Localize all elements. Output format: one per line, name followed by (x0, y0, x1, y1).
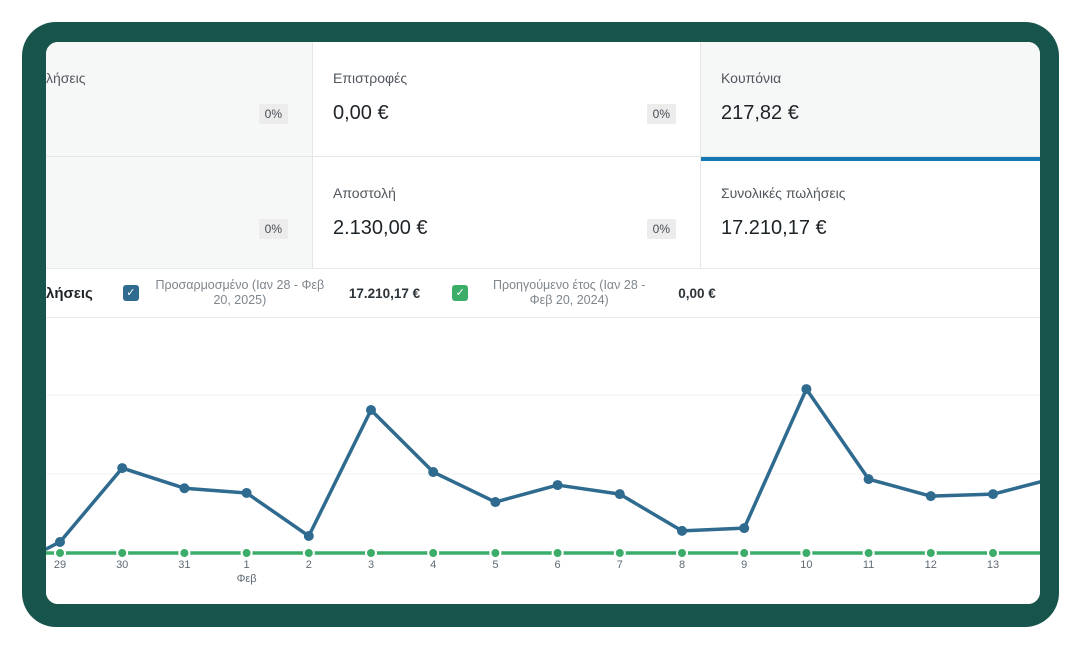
svg-text:6: 6 (555, 559, 561, 571)
summary-card-coupons[interactable]: Κουπόνια 217,82 € (701, 42, 1040, 157)
card-value: 217,82 € (721, 102, 799, 124)
card-label: Επιστροφές (333, 70, 408, 86)
delta-badge: 0% (258, 104, 288, 124)
card-value: 0,00 € (333, 102, 389, 124)
svg-text:5: 5 (492, 559, 498, 571)
svg-text:1: 1 (244, 559, 250, 571)
legend-label: Προηγούμενο έτος (Ιαν 28 - Φεβ 20, 2024) (492, 278, 646, 307)
chart-title: λήσεις (46, 284, 93, 302)
legend-checkbox-previous[interactable]: ✓ (452, 285, 469, 301)
summary-cards-grid: λήσεις 0% Επιστροφές 0,00 € 0% Κουπόνια … (46, 42, 1040, 269)
legend-value: 0,00 € (678, 285, 716, 301)
card-value: 2.130,00 € (333, 217, 428, 239)
svg-text:31: 31 (178, 559, 190, 571)
delta-badge: 0% (646, 104, 676, 124)
card-label: Συνολικές πωλήσεις (721, 185, 846, 201)
svg-text:8: 8 (679, 559, 685, 571)
check-icon: ✓ (126, 286, 136, 299)
summary-card-clipped[interactable]: 0% (46, 157, 313, 269)
svg-text:10: 10 (800, 559, 812, 571)
svg-text:9: 9 (741, 559, 747, 571)
svg-text:11: 11 (863, 559, 874, 571)
summary-card-returns[interactable]: Επιστροφές 0,00 € 0% (313, 42, 701, 157)
card-label: Κουπόνια (721, 70, 782, 86)
legend-value: 17.210,17 € (348, 285, 421, 301)
legend-label: Προσαρμοσμένο (Ιαν 28 - Φεβ 20, 2025) (155, 278, 325, 307)
legend-item-previous-year[interactable]: ✓ Προηγούμενο έτος (Ιαν 28 - Φεβ 20, 202… (452, 278, 716, 308)
chart-legend: λήσεις ✓ Προσαρμοσμένο (Ιαν 28 - Φεβ 20,… (46, 269, 1040, 318)
sales-line-chart[interactable]: 29 30 31 1 2 3 4 5 6 7 8 9 10 11 12 13 Φεβ (46, 318, 1040, 604)
summary-card-sales[interactable]: λήσεις 0% (46, 42, 313, 157)
delta-badge: 0% (258, 219, 288, 239)
card-value: 17.210,17 € (721, 217, 827, 239)
delta-badge: 0% (646, 219, 676, 239)
summary-card-shipping[interactable]: Αποστολή 2.130,00 € 0% (313, 157, 701, 269)
svg-text:29: 29 (54, 559, 66, 571)
svg-text:30: 30 (116, 559, 128, 571)
svg-text:2: 2 (306, 559, 312, 571)
check-icon: ✓ (455, 286, 465, 299)
analytics-dashboard-panel: λήσεις 0% Επιστροφές 0,00 € 0% Κουπόνια … (46, 42, 1040, 604)
svg-text:13: 13 (987, 559, 999, 571)
card-label: Αποστολή (333, 185, 396, 201)
window-frame: λήσεις 0% Επιστροφές 0,00 € 0% Κουπόνια … (22, 22, 1059, 627)
svg-text:12: 12 (925, 559, 937, 571)
svg-text:7: 7 (617, 559, 623, 571)
svg-text:4: 4 (430, 559, 436, 571)
svg-text:3: 3 (368, 559, 374, 571)
svg-text:Φεβ: Φεβ (237, 573, 257, 585)
card-label: λήσεις (46, 70, 86, 86)
summary-card-total-sales[interactable]: Συνολικές πωλήσεις 17.210,17 € (701, 157, 1040, 269)
legend-item-current-period[interactable]: ✓ Προσαρμοσμένο (Ιαν 28 - Φεβ 20, 2025) … (122, 278, 421, 308)
legend-checkbox-current[interactable]: ✓ (122, 285, 139, 301)
